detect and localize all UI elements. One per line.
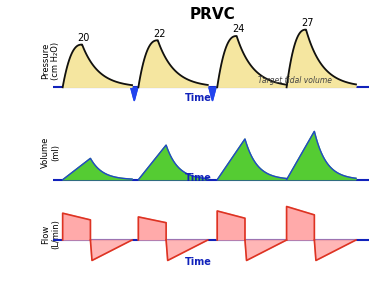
Polygon shape — [63, 158, 132, 180]
Polygon shape — [245, 240, 287, 260]
Text: 20: 20 — [78, 33, 90, 43]
Polygon shape — [63, 44, 132, 87]
Polygon shape — [63, 213, 90, 240]
Polygon shape — [217, 211, 245, 240]
Polygon shape — [138, 40, 208, 87]
Text: Target tidal volume: Target tidal volume — [258, 76, 332, 85]
Polygon shape — [217, 36, 287, 87]
Text: 22: 22 — [153, 29, 166, 39]
Polygon shape — [90, 240, 132, 260]
Text: Time: Time — [185, 173, 212, 183]
Polygon shape — [287, 30, 356, 87]
Y-axis label: Pressure
(cm H₂O): Pressure (cm H₂O) — [41, 42, 60, 80]
Text: Time: Time — [185, 93, 212, 103]
Y-axis label: Flow
(L/min): Flow (L/min) — [41, 219, 60, 249]
Text: Time: Time — [185, 257, 212, 267]
Polygon shape — [138, 145, 208, 180]
Text: 27: 27 — [301, 18, 314, 28]
Text: 24: 24 — [232, 25, 244, 34]
Polygon shape — [314, 240, 356, 260]
Polygon shape — [166, 240, 208, 260]
Polygon shape — [287, 207, 314, 240]
Polygon shape — [209, 87, 216, 100]
Polygon shape — [217, 139, 287, 180]
Polygon shape — [287, 131, 356, 180]
Polygon shape — [138, 217, 166, 240]
Text: PRVC: PRVC — [190, 7, 236, 22]
Polygon shape — [131, 87, 138, 100]
Y-axis label: Volume
(ml): Volume (ml) — [41, 137, 60, 168]
